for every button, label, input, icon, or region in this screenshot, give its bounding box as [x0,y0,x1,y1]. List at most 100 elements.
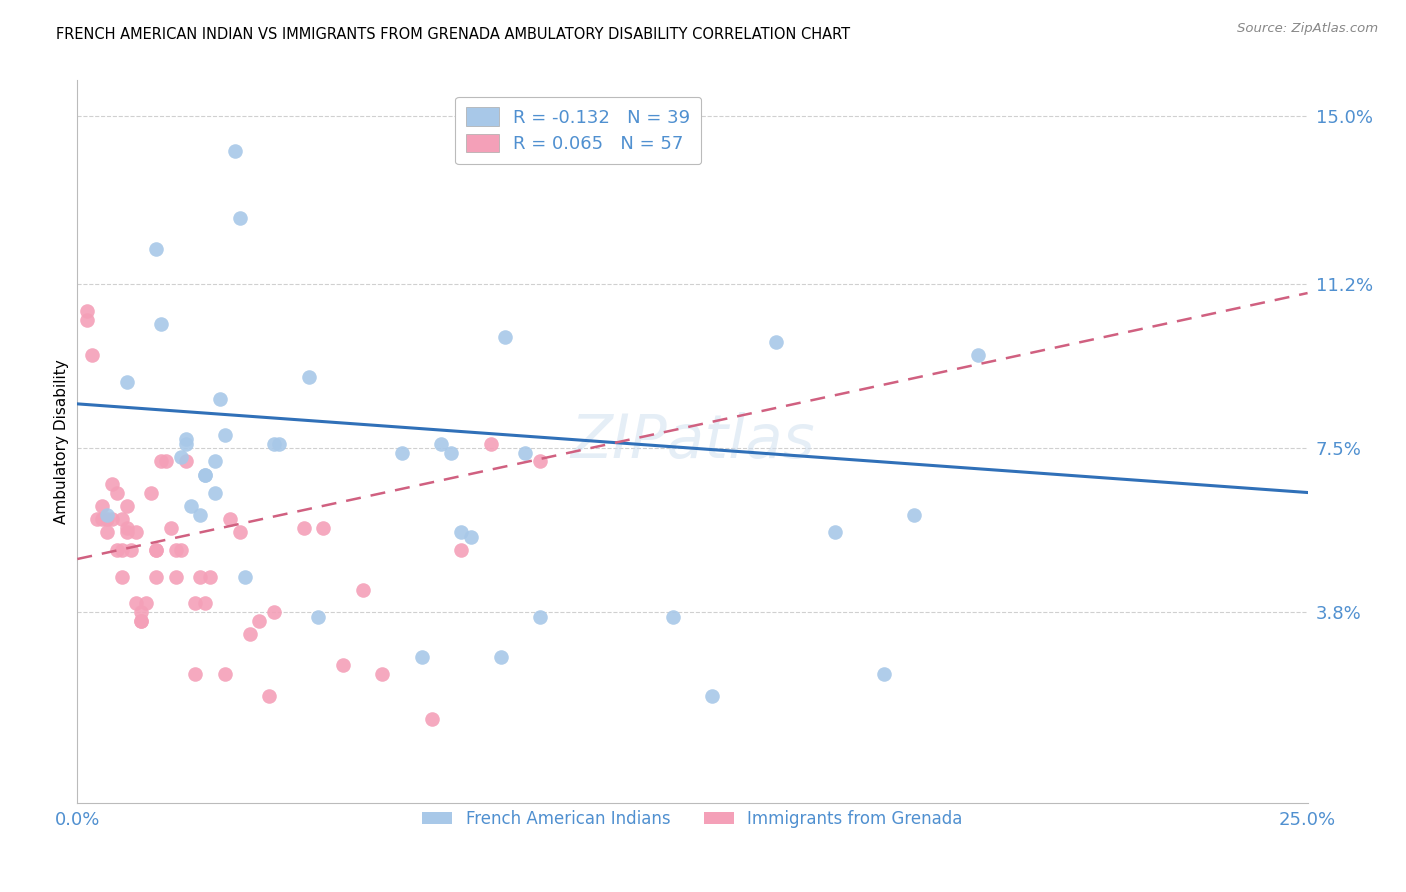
Point [165,570,187,584]
Point [194,596,217,610]
Text: ZIPatlas: ZIPatlas [571,412,814,471]
Text: Source: ZipAtlas.com: Source: ZipAtlas.com [1237,22,1378,36]
Point [440,445,463,459]
Point [155,454,177,468]
Point [495,330,517,344]
Point [145,543,167,558]
Point [249,614,271,628]
Point [129,614,153,628]
Point [90,512,114,526]
Point [263,436,285,450]
Point [174,436,197,450]
Point [515,445,537,459]
Point [150,317,173,331]
Point [115,521,138,535]
Point [96,512,118,526]
Point [145,570,167,584]
Point [298,370,321,384]
Point [209,392,232,407]
Point [125,596,148,610]
Point [308,609,330,624]
Point [111,512,132,526]
Point [150,454,173,468]
Point [460,530,482,544]
Point [145,242,167,256]
Point [263,605,285,619]
Point [188,570,212,584]
Point [184,667,207,681]
Point [224,145,246,159]
Point [76,303,98,318]
Point [529,454,551,468]
Legend: French American Indians, Immigrants from Grenada: French American Indians, Immigrants from… [416,803,969,834]
Point [352,582,374,597]
Point [371,667,394,681]
Point [105,543,128,558]
Point [332,658,354,673]
Point [76,312,98,326]
Point [903,508,925,522]
Point [194,467,217,482]
Point [129,605,153,619]
Point [233,570,256,584]
Point [312,521,335,535]
Point [180,499,202,513]
Point [489,649,512,664]
Point [214,667,236,681]
Point [141,485,163,500]
Point [115,525,138,540]
Point [111,570,132,584]
Point [662,609,685,624]
Point [145,543,167,558]
Point [292,521,315,535]
Point [219,512,242,526]
Point [90,499,114,513]
Point [105,485,128,500]
Point [228,211,252,225]
Point [194,467,217,482]
Point [101,512,124,526]
Point [391,445,413,459]
Point [86,512,108,526]
Point [529,609,551,624]
Point [174,454,197,468]
Point [111,543,132,558]
Point [160,521,183,535]
Point [411,649,433,664]
Point [188,508,212,522]
Point [765,334,787,349]
Point [165,543,187,558]
Point [228,525,252,540]
Point [129,614,153,628]
Point [200,570,222,584]
Point [96,525,118,540]
Point [479,436,502,450]
Point [450,543,472,558]
Y-axis label: Ambulatory Disability: Ambulatory Disability [53,359,69,524]
Point [214,428,236,442]
Point [204,485,226,500]
Point [135,596,157,610]
Point [204,454,226,468]
Point [101,476,124,491]
Point [121,543,143,558]
Point [702,690,724,704]
Point [967,348,990,362]
Point [450,525,472,540]
Point [82,348,104,362]
Point [170,543,193,558]
Point [239,627,262,641]
Point [824,525,846,540]
Text: FRENCH AMERICAN INDIAN VS IMMIGRANTS FROM GRENADA AMBULATORY DISABILITY CORRELAT: FRENCH AMERICAN INDIAN VS IMMIGRANTS FRO… [56,27,851,42]
Point [115,499,138,513]
Point [115,375,138,389]
Point [125,525,148,540]
Point [420,712,443,726]
Point [259,690,281,704]
Point [96,508,118,522]
Point [170,450,193,464]
Point [269,436,291,450]
Point [174,433,197,447]
Point [184,596,207,610]
Point [873,667,896,681]
